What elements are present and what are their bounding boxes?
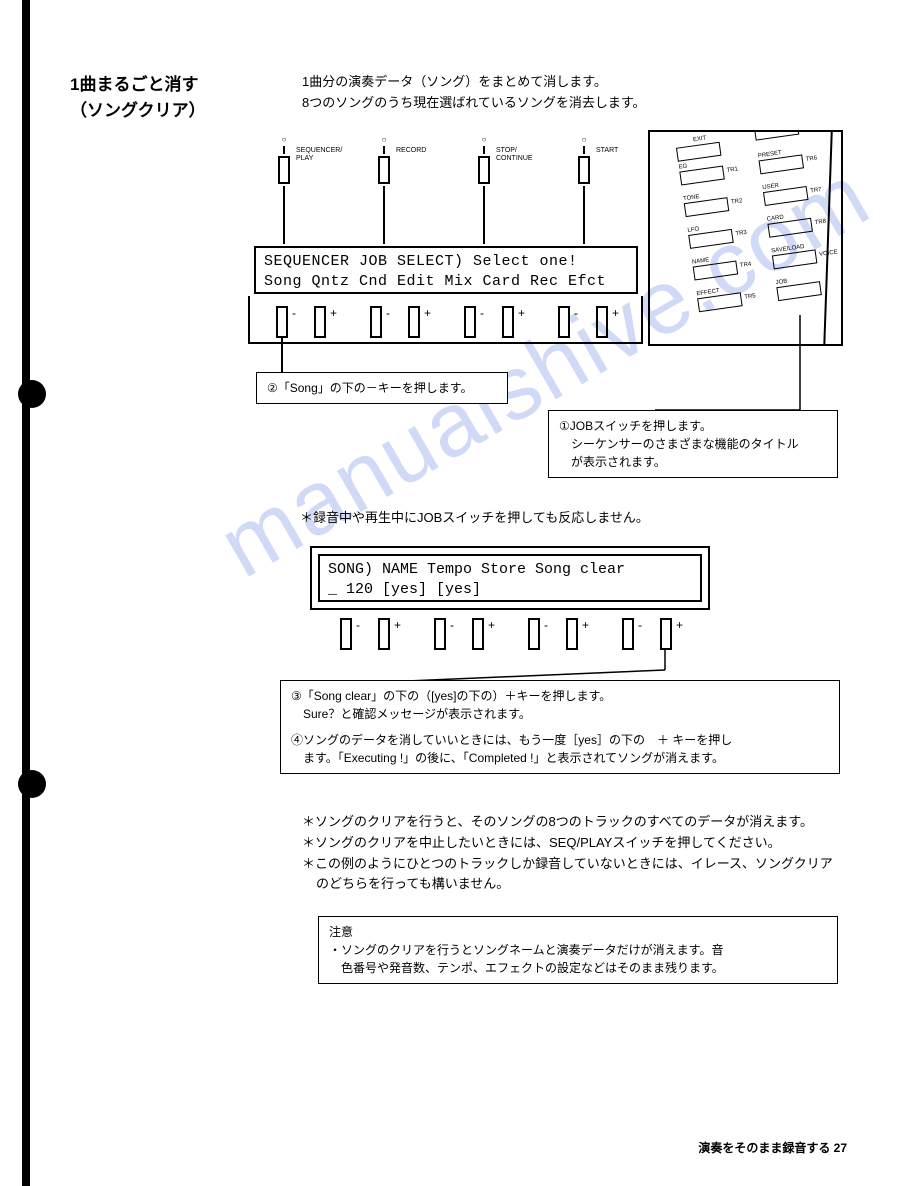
intro-line2: 8つのソングのうち現在選ばれているソングを消去します。 bbox=[302, 93, 646, 114]
bullet-item: ＊ソングのクリアを行うと、そのソングの8つのトラックのすべてのデータが消えます。 bbox=[302, 812, 842, 833]
led-button: ○ STOP/ CONTINUE bbox=[478, 135, 490, 246]
lcd-display-2: SONG) NAME Tempo Store Song clear _ 120 … bbox=[318, 554, 702, 602]
lcd1-line2: Song Qntz Cnd Edit Mix Card Rec Efct bbox=[264, 272, 628, 292]
lcd2-line1: SONG) NAME Tempo Store Song clear bbox=[328, 560, 692, 580]
caution-line2: 色番号や発音数、テンポ、エフェクトの設定などはそのまま残ります。 bbox=[329, 959, 827, 977]
slider-button: + bbox=[596, 306, 608, 338]
callout-step-1: ①JOBスイッチを押します。 シーケンサーのさまざまな機能のタイトル が表示され… bbox=[548, 410, 838, 478]
title-line2: （ソングクリア） bbox=[70, 98, 206, 124]
slider-button: - bbox=[622, 618, 634, 650]
callout3-line4: ます。「Executing !」の後に、「Completed !」と表示されてソ… bbox=[291, 749, 829, 767]
section-title: 1曲まるごと消す （ソングクリア） bbox=[70, 72, 206, 123]
bullet-item: ＊ソングのクリアを中止したいときには、SEQ/PLAYスイッチを押してください。 bbox=[302, 833, 842, 854]
led-button: ○ RECORD bbox=[378, 135, 390, 246]
slider-button: - bbox=[370, 306, 382, 338]
leader-line bbox=[281, 338, 283, 374]
slider-button: - bbox=[464, 306, 476, 338]
intro-text: 1曲分の演奏データ（ソング）をまとめて消します。 8つのソングのうち現在選ばれて… bbox=[302, 72, 646, 114]
gap bbox=[291, 723, 829, 731]
callout-step-3-4: ③「Song clear」の下の（[yes]の下の）＋キーを押します。 Sure… bbox=[280, 680, 840, 774]
callout1-line3: が表示されます。 bbox=[559, 453, 827, 471]
lcd2-line2: _ 120 [yes] [yes] bbox=[328, 580, 692, 600]
led-button: ○ SEQUENCER/ PLAY bbox=[278, 135, 290, 246]
slider-button: + bbox=[408, 306, 420, 338]
slider-button: + bbox=[660, 618, 672, 650]
slider-button: - bbox=[528, 618, 540, 650]
callout-step-2: ②「Song」の下の－キーを押します。 bbox=[256, 372, 508, 404]
slider-button: + bbox=[566, 618, 578, 650]
caution-title: 注意 bbox=[329, 923, 827, 941]
leader-line-job bbox=[640, 300, 840, 420]
callout2-text: ②「Song」の下の－キーを押します。 bbox=[267, 381, 473, 395]
page-footer: 演奏をそのまま録音する 27 bbox=[698, 1139, 847, 1156]
lcd-display-1: SEQUENCER JOB SELECT) Select one! Song Q… bbox=[254, 246, 638, 294]
binding-hole bbox=[18, 770, 46, 798]
caution-box: 注意 ・ソングのクリアを行うとソングネームと演奏データだけが消えます。音 色番号… bbox=[318, 916, 838, 984]
callout1-line2: シーケンサーのさまざまな機能のタイトル bbox=[559, 435, 827, 453]
led-button: ○ START bbox=[578, 135, 590, 246]
slider-button: + bbox=[314, 306, 326, 338]
panel-button bbox=[754, 130, 800, 141]
slider-button: - bbox=[276, 306, 288, 338]
bullet-item: ＊この例のようにひとつのトラックしか録音していないときには、イレース、ソングクリ… bbox=[302, 854, 842, 896]
panel-button bbox=[676, 142, 722, 162]
callout3-line3: ④ソングのデータを消していいときには、もう一度［yes］の下の ＋ キーを押し bbox=[291, 731, 829, 749]
slider-button: - bbox=[340, 618, 352, 650]
panel-border bbox=[248, 296, 643, 344]
slider-button: - bbox=[434, 618, 446, 650]
notes-list: ＊ソングのクリアを行うと、そのソングの8つのトラックのすべてのデータが消えます。… bbox=[302, 812, 842, 895]
caution-line1: ・ソングのクリアを行うとソングネームと演奏データだけが消えます。音 bbox=[329, 941, 827, 959]
callout3-line2: Sure？と確認メッセージが表示されます。 bbox=[291, 705, 829, 723]
lcd1-line1: SEQUENCER JOB SELECT) Select one! bbox=[264, 252, 628, 272]
title-line1: 1曲まるごと消す bbox=[70, 72, 206, 98]
slider-button: - bbox=[558, 306, 570, 338]
slider-button: + bbox=[472, 618, 484, 650]
callout1-line1: ①JOBスイッチを押します。 bbox=[559, 417, 827, 435]
binding-hole bbox=[18, 380, 46, 408]
callout3-line1: ③「Song clear」の下の（[yes]の下の）＋キーを押します。 bbox=[291, 687, 829, 705]
note-job-switch: ＊録音中や再生中にJOBスイッチを押しても反応しません。 bbox=[300, 508, 649, 529]
slider-button: + bbox=[378, 618, 390, 650]
intro-line1: 1曲分の演奏データ（ソング）をまとめて消します。 bbox=[302, 72, 646, 93]
page-binding-edge bbox=[22, 0, 30, 1186]
slider-button: + bbox=[502, 306, 514, 338]
